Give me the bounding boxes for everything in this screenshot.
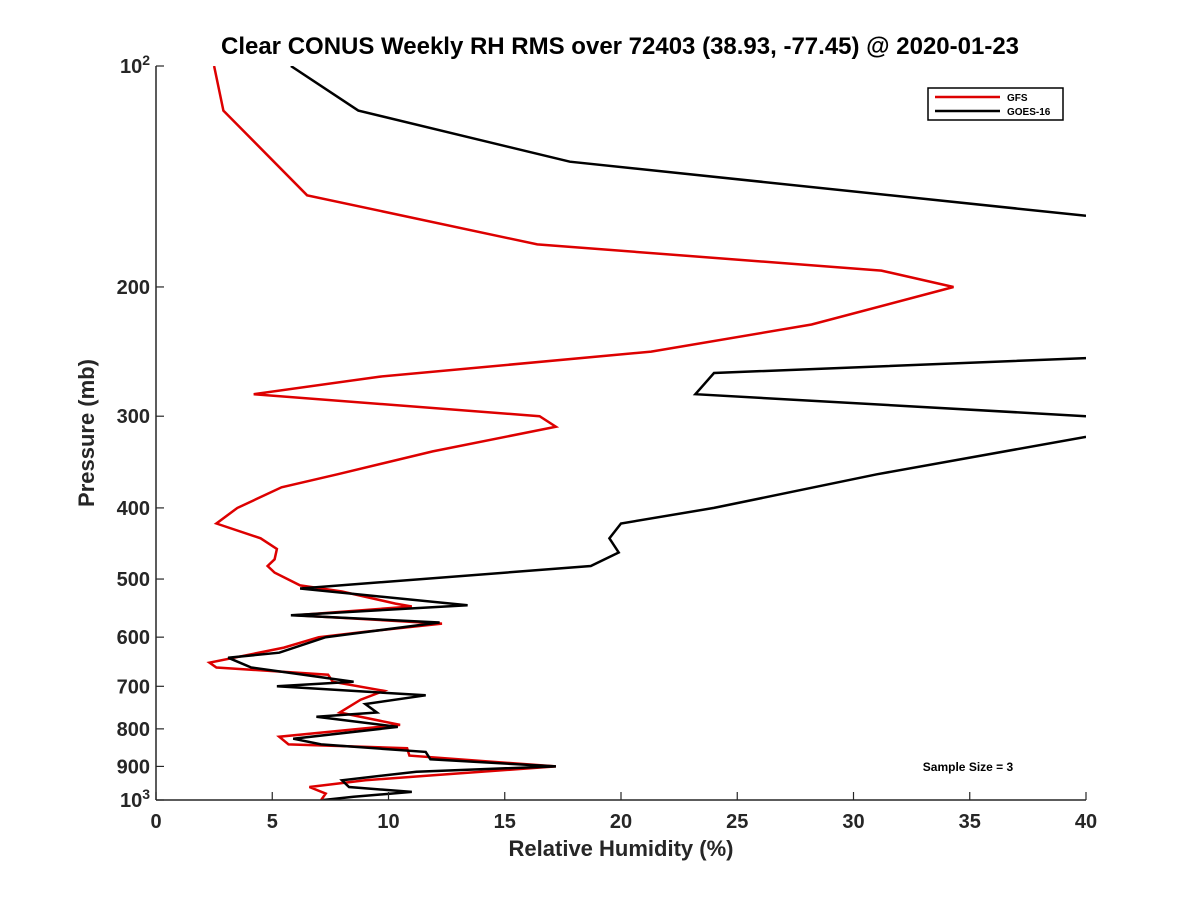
legend: GFS GOES-16	[927, 87, 1064, 121]
x-axis-label: Relative Humidity (%)	[509, 836, 734, 861]
legend-box	[927, 87, 1064, 121]
y-tick-labels: 102 200 300 400 500 600 700 800 900 103	[117, 52, 151, 812]
axes	[155, 65, 1087, 801]
series-line-goes16-upper	[290, 66, 1086, 218]
y-tick-label: 600	[117, 627, 150, 649]
x-tick-label: 25	[726, 811, 748, 833]
series-line-gfs	[206, 66, 954, 800]
y-tick-label: 102	[120, 52, 150, 78]
series-layer	[206, 66, 1086, 800]
x-tick-label: 15	[494, 811, 516, 833]
series-line-goes16-lower	[227, 435, 1086, 800]
y-tick-label: 700	[117, 676, 150, 698]
sample-size-annotation: Sample Size = 3	[923, 760, 1014, 774]
x-tick-label: 0	[150, 811, 161, 833]
x-tick-labels: 0 5 10 15 20 25 30 35 40	[150, 811, 1097, 833]
x-tick-label: 35	[959, 811, 981, 833]
x-tick-label: 10	[377, 811, 399, 833]
series-line-goes16-mid	[692, 356, 1086, 418]
y-tick-label: 103	[120, 786, 150, 812]
y-tick-label: 200	[117, 277, 150, 299]
y-tick-label: 900	[117, 756, 150, 778]
x-tick-label: 20	[610, 811, 632, 833]
y-tick-label: 500	[117, 569, 150, 591]
legend-label-goes16: GOES-16	[1007, 107, 1051, 118]
legend-label-gfs: GFS	[1007, 93, 1028, 104]
x-tick-label: 40	[1075, 811, 1097, 833]
chart-title: Clear CONUS Weekly RH RMS over 72403 (38…	[221, 33, 1019, 60]
plot-area	[156, 66, 1086, 800]
y-tick-label: 300	[117, 406, 150, 428]
x-tick-label: 30	[842, 811, 864, 833]
y-tick-label: 400	[117, 498, 150, 520]
x-tick-label: 5	[267, 811, 278, 833]
y-tick-label: 800	[117, 719, 150, 741]
y-axis-label: Pressure (mb)	[74, 359, 99, 507]
